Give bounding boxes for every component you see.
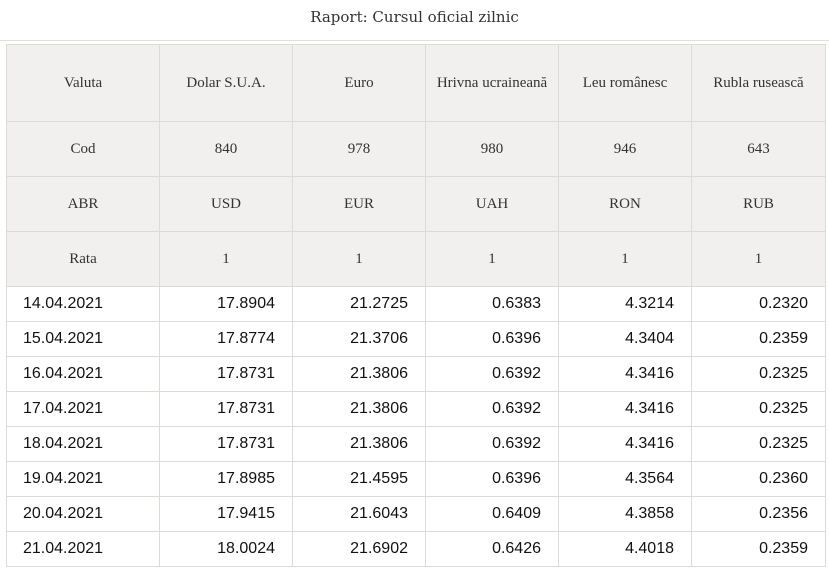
table-body: Valuta Dolar S.U.A. Euro Hrivna ucrainea…	[6, 44, 826, 567]
rate-cell: 0.6396	[425, 321, 559, 357]
rate-cell: 4.3564	[558, 461, 692, 497]
header-currency-code: 840	[159, 121, 293, 177]
rate-cell: 4.3416	[558, 391, 692, 427]
rate-cell: 0.6396	[425, 461, 559, 497]
header-currency-abbr: RON	[558, 176, 692, 232]
rate-cell: 4.3416	[558, 426, 692, 462]
report-title: Raport: Cursul oficial zilnic	[310, 8, 519, 26]
header-currency-name: Leu românesc	[558, 44, 692, 122]
table-row: 20.04.2021 17.9415 21.6043 0.6409 4.3858 0.23…	[6, 496, 826, 532]
header-row-codes: Cod 840 978 980 946 643	[6, 121, 826, 177]
header-currency-code: 980	[425, 121, 559, 177]
rate-cell: 4.4018	[558, 531, 692, 567]
header-row-currency-names: Valuta Dolar S.U.A. Euro Hrivna ucrainea…	[6, 44, 826, 122]
header-currency-rate: 1	[425, 231, 559, 287]
rate-cell: 21.6902	[292, 531, 426, 567]
rate-cell: 0.6383	[425, 286, 559, 322]
row-date: 15.04.2021	[6, 321, 160, 357]
rate-cell: 21.2725	[292, 286, 426, 322]
header-currency-name: Rubla rusească	[691, 44, 826, 122]
header-currency-rate: 1	[159, 231, 293, 287]
rate-cell: 0.6392	[425, 356, 559, 392]
rate-cell: 0.6392	[425, 426, 559, 462]
rate-cell: 0.2359	[691, 321, 826, 357]
header-label-rate: Rata	[6, 231, 160, 287]
rate-cell: 0.6392	[425, 391, 559, 427]
rate-cell: 0.2360	[691, 461, 826, 497]
table-row: 19.04.2021 17.8985 21.4595 0.6396 4.3564 0.23…	[6, 461, 826, 497]
table-row: 18.04.2021 17.8731 21.3806 0.6392 4.3416 0.23…	[6, 426, 826, 462]
rate-cell: 4.3404	[558, 321, 692, 357]
row-date: 16.04.2021	[6, 356, 160, 392]
rate-cell: 17.8731	[159, 426, 293, 462]
header-currency-rate: 1	[558, 231, 692, 287]
rate-cell: 0.2325	[691, 391, 826, 427]
rate-cell: 4.3858	[558, 496, 692, 532]
rate-cell: 21.3806	[292, 391, 426, 427]
title-divider	[0, 40, 829, 41]
rate-cell: 17.8731	[159, 391, 293, 427]
row-date: 14.04.2021	[6, 286, 160, 322]
rate-cell: 0.2320	[691, 286, 826, 322]
rate-cell: 0.2325	[691, 356, 826, 392]
rate-cell: 0.2359	[691, 531, 826, 567]
table-row: 15.04.2021 17.8774 21.3706 0.6396 4.3404 0.23…	[6, 321, 826, 357]
table-row: 14.04.2021 17.8904 21.2725 0.6383 4.3214 0.23…	[6, 286, 826, 322]
row-date: 18.04.2021	[6, 426, 160, 462]
rate-cell: 21.3806	[292, 426, 426, 462]
rate-cell: 21.3706	[292, 321, 426, 357]
header-currency-abbr: RUB	[691, 176, 826, 232]
header-currency-code: 946	[558, 121, 692, 177]
header-currency-code: 978	[292, 121, 426, 177]
row-date: 19.04.2021	[6, 461, 160, 497]
rate-cell: 17.8774	[159, 321, 293, 357]
table-row: 17.04.2021 17.8731 21.3806 0.6392 4.3416 0.23…	[6, 391, 826, 427]
rate-cell: 0.6426	[425, 531, 559, 567]
rate-cell: 18.0024	[159, 531, 293, 567]
rate-cell: 17.9415	[159, 496, 293, 532]
rate-cell: 4.3416	[558, 356, 692, 392]
rate-cell: 21.6043	[292, 496, 426, 532]
row-date: 21.04.2021	[6, 531, 160, 567]
header-currency-rate: 1	[691, 231, 826, 287]
rate-cell: 4.3214	[558, 286, 692, 322]
header-label-code: Cod	[6, 121, 160, 177]
exchange-rate-table: Valuta Dolar S.U.A. Euro Hrivna ucrainea…	[6, 44, 826, 567]
rate-cell: 0.2356	[691, 496, 826, 532]
header-row-abbreviations: ABR USD EUR UAH RON RUB	[6, 176, 826, 232]
rate-cell: 17.8731	[159, 356, 293, 392]
rate-cell: 17.8985	[159, 461, 293, 497]
header-currency-name: Dolar S.U.A.	[159, 44, 293, 122]
table-row: 21.04.2021 18.0024 21.6902 0.6426 4.4018 0.23…	[6, 531, 826, 567]
row-date: 17.04.2021	[6, 391, 160, 427]
header-currency-code: 643	[691, 121, 826, 177]
header-currency-rate: 1	[292, 231, 426, 287]
header-currency-abbr: USD	[159, 176, 293, 232]
header-label-abbr: ABR	[6, 176, 160, 232]
header-currency-abbr: EUR	[292, 176, 426, 232]
table-row: 16.04.2021 17.8731 21.3806 0.6392 4.3416 0.23…	[6, 356, 826, 392]
rate-cell: 21.3806	[292, 356, 426, 392]
rate-cell: 21.4595	[292, 461, 426, 497]
rate-cell: 17.8904	[159, 286, 293, 322]
header-currency-name: Hrivna ucraineană	[425, 44, 559, 122]
row-date: 20.04.2021	[6, 496, 160, 532]
header-row-rate: Rata 1 1 1 1 1	[6, 231, 826, 287]
header-currency-abbr: UAH	[425, 176, 559, 232]
header-currency-name: Euro	[292, 44, 426, 122]
rate-cell: 0.2325	[691, 426, 826, 462]
rate-cell: 0.6409	[425, 496, 559, 532]
header-label-currency: Valuta	[6, 44, 160, 122]
